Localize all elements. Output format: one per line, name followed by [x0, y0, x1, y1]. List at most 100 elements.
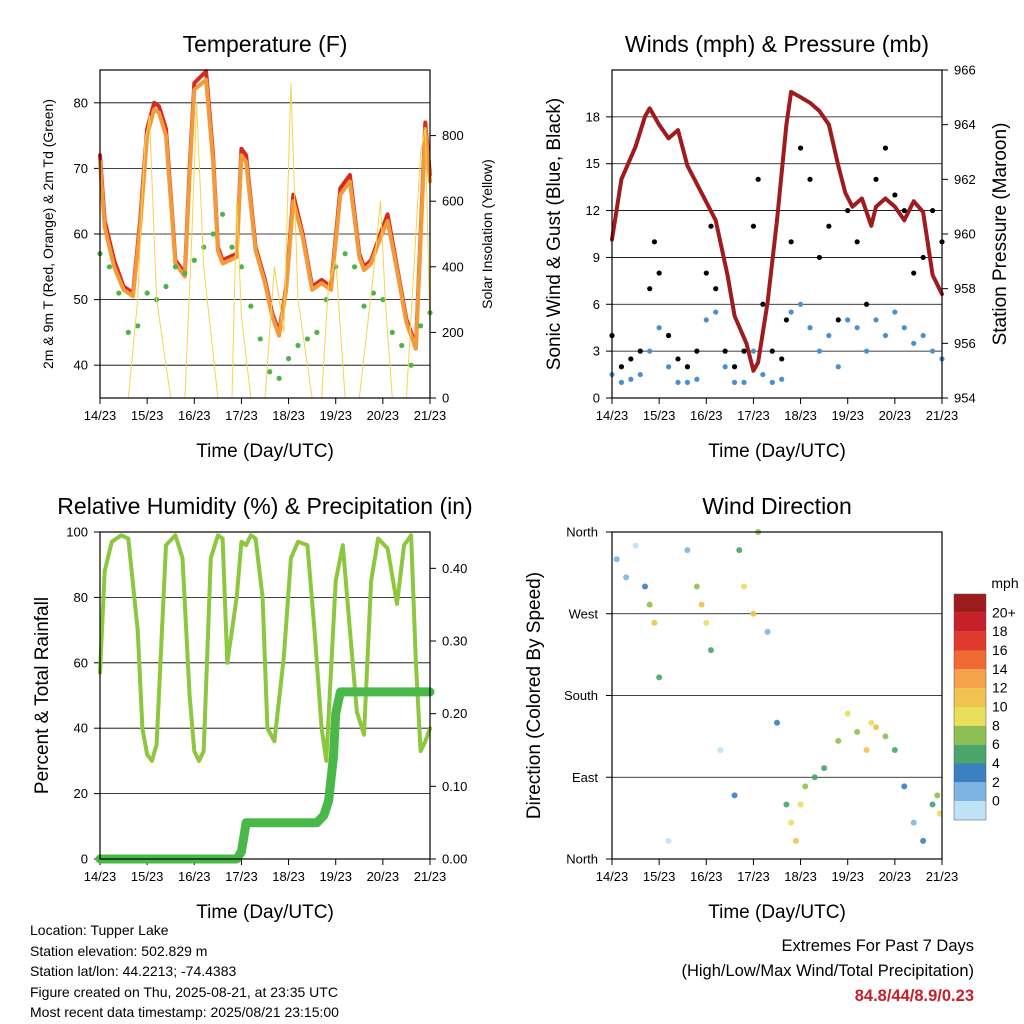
winds-series-1-point	[628, 376, 634, 382]
temperature-series-2-point	[342, 251, 348, 257]
humidity-ytick-label: 20	[74, 786, 88, 801]
winds-series-1-point	[788, 309, 794, 315]
winds-y2tick-label: 956	[954, 336, 976, 351]
winddir-colorbar-label: 16	[992, 642, 1008, 658]
winds-series-2-point	[656, 270, 662, 276]
humidity-xtick-label: 18/23	[272, 869, 305, 884]
winddir-colorbar-swatch	[954, 631, 986, 651]
humidity-xtick-label: 16/23	[178, 869, 211, 884]
winddir-point	[854, 728, 861, 735]
winds-chart	[606, 69, 948, 404]
winddir-point	[868, 719, 875, 726]
temperature-series-2-point	[248, 303, 254, 309]
winds-xtick-label: 21/23	[926, 408, 959, 423]
winddir-colorbar-label: 18	[992, 623, 1008, 639]
winddir-point	[698, 601, 705, 608]
temperature-title: Temperature (F)	[183, 31, 348, 57]
winds-series-1-point	[854, 325, 860, 331]
temperature-y2tick-label: 600	[442, 194, 464, 209]
winddir-point	[811, 774, 818, 781]
winds-series-1-point	[760, 371, 766, 378]
winddir-colorbar-swatch	[954, 744, 986, 764]
temperature-series-2-point	[182, 270, 188, 276]
winds-series-1-point	[665, 364, 672, 370]
winddir-point	[736, 547, 743, 554]
winddir-colorbar-label: 10	[992, 699, 1008, 715]
winds-series-1-point	[722, 364, 728, 370]
winds-series-2-point	[892, 192, 898, 198]
winds-ytick-label: 3	[593, 344, 600, 359]
winddir-colorbar-label: 20+	[992, 604, 1016, 620]
winds-series-2-point	[651, 239, 658, 245]
winddir-colorbar-label: 12	[992, 680, 1008, 696]
winds-xtick-label: 19/23	[831, 408, 864, 423]
winddir-xtick-label: 15/23	[643, 869, 676, 884]
winds-series-1-point	[882, 332, 889, 339]
temperature-frame	[99, 69, 431, 399]
winds-series-2-point	[618, 364, 625, 370]
temperature-series-3-line	[99, 82, 431, 399]
winds-series-2-point	[741, 348, 747, 354]
winddir-point	[774, 719, 780, 726]
winddir-colorbar-swatch	[954, 612, 986, 632]
winds-y2tick-label: 960	[954, 227, 976, 242]
winddir-point	[717, 747, 724, 753]
winddir-point	[741, 583, 747, 590]
temperature-series-2-point	[380, 297, 386, 303]
humidity-xlabel: Time (Day/UTC)	[196, 902, 334, 923]
winddir-point	[821, 765, 828, 772]
humidity-xtick-label: 21/23	[414, 869, 447, 884]
temperature-y2tick-label: 400	[442, 259, 464, 274]
winds-series-1-point	[703, 317, 709, 323]
temperature-xtick-label: 17/23	[225, 408, 258, 423]
extremes-values: 84.8/44/8.9/0.23	[854, 987, 974, 1005]
winddir-point	[623, 574, 630, 581]
temperature-series-2-point	[267, 369, 273, 375]
winddir-ytick-label: North	[566, 852, 598, 867]
humidity-ytick-label: 40	[74, 721, 88, 736]
winddir-point	[797, 801, 804, 808]
winddir-xlabel: Time (Day/UTC)	[708, 902, 846, 923]
temperature-series-2-point	[257, 336, 263, 342]
winds-series-1-point	[741, 379, 747, 385]
winds-ytick-label: 6	[593, 297, 600, 312]
latest-text: Most recent data timestamp: 2025/08/21 2…	[30, 1004, 339, 1020]
latlon-text: Station lat/lon: 44.2213; -74.4383	[30, 963, 237, 979]
winddir-point	[936, 810, 943, 817]
winddir-point	[731, 792, 738, 799]
winds-series-2-point	[788, 239, 794, 245]
humidity-y2tick-label: 0.20	[442, 706, 467, 721]
winddir-point	[613, 556, 620, 563]
winds-series-2-point	[675, 356, 681, 362]
winds-series-2-point	[769, 348, 775, 354]
winddir-colorbar-label: 14	[992, 661, 1008, 677]
winddir-point	[929, 801, 936, 808]
winds-series-2-point	[647, 286, 653, 292]
winds-series-2-point	[708, 223, 714, 229]
winds-series-2-point	[628, 356, 634, 362]
temperature-series-2-point	[361, 303, 367, 309]
extremes-title: Extremes For Past 7 Days	[781, 937, 974, 955]
winddir-colorbar-label: 2	[992, 774, 1000, 790]
winddir-frame	[611, 531, 943, 860]
winds-series-1-point	[647, 348, 653, 354]
winddir-xtick-label: 21/23	[926, 869, 959, 884]
winddir-xtick-label: 20/23	[879, 869, 912, 884]
winddir-point	[642, 583, 648, 590]
station-info: Location: Tupper Lake Station elevation:…	[30, 920, 339, 1023]
temperature-xtick-label: 19/23	[319, 408, 352, 423]
winddir-point	[646, 601, 653, 608]
winddir-point	[873, 724, 879, 731]
temperature-series-2-point	[417, 323, 424, 329]
winds-series-1-point	[684, 379, 691, 385]
winddir-colorbar-label: 6	[992, 736, 1000, 752]
humidity-ytick-label: 80	[74, 590, 88, 605]
temperature-y2tick-label: 0	[442, 391, 449, 406]
winds-series-1-point	[901, 325, 907, 331]
temperature-series-2-point	[370, 290, 377, 296]
winds-xtick-label: 14/23	[596, 408, 629, 423]
winds-series-2-point	[854, 239, 860, 245]
winddir-colorbar-swatch	[954, 688, 986, 707]
winds-series-2-point	[882, 145, 889, 151]
winddir-title: Wind Direction	[702, 493, 852, 519]
